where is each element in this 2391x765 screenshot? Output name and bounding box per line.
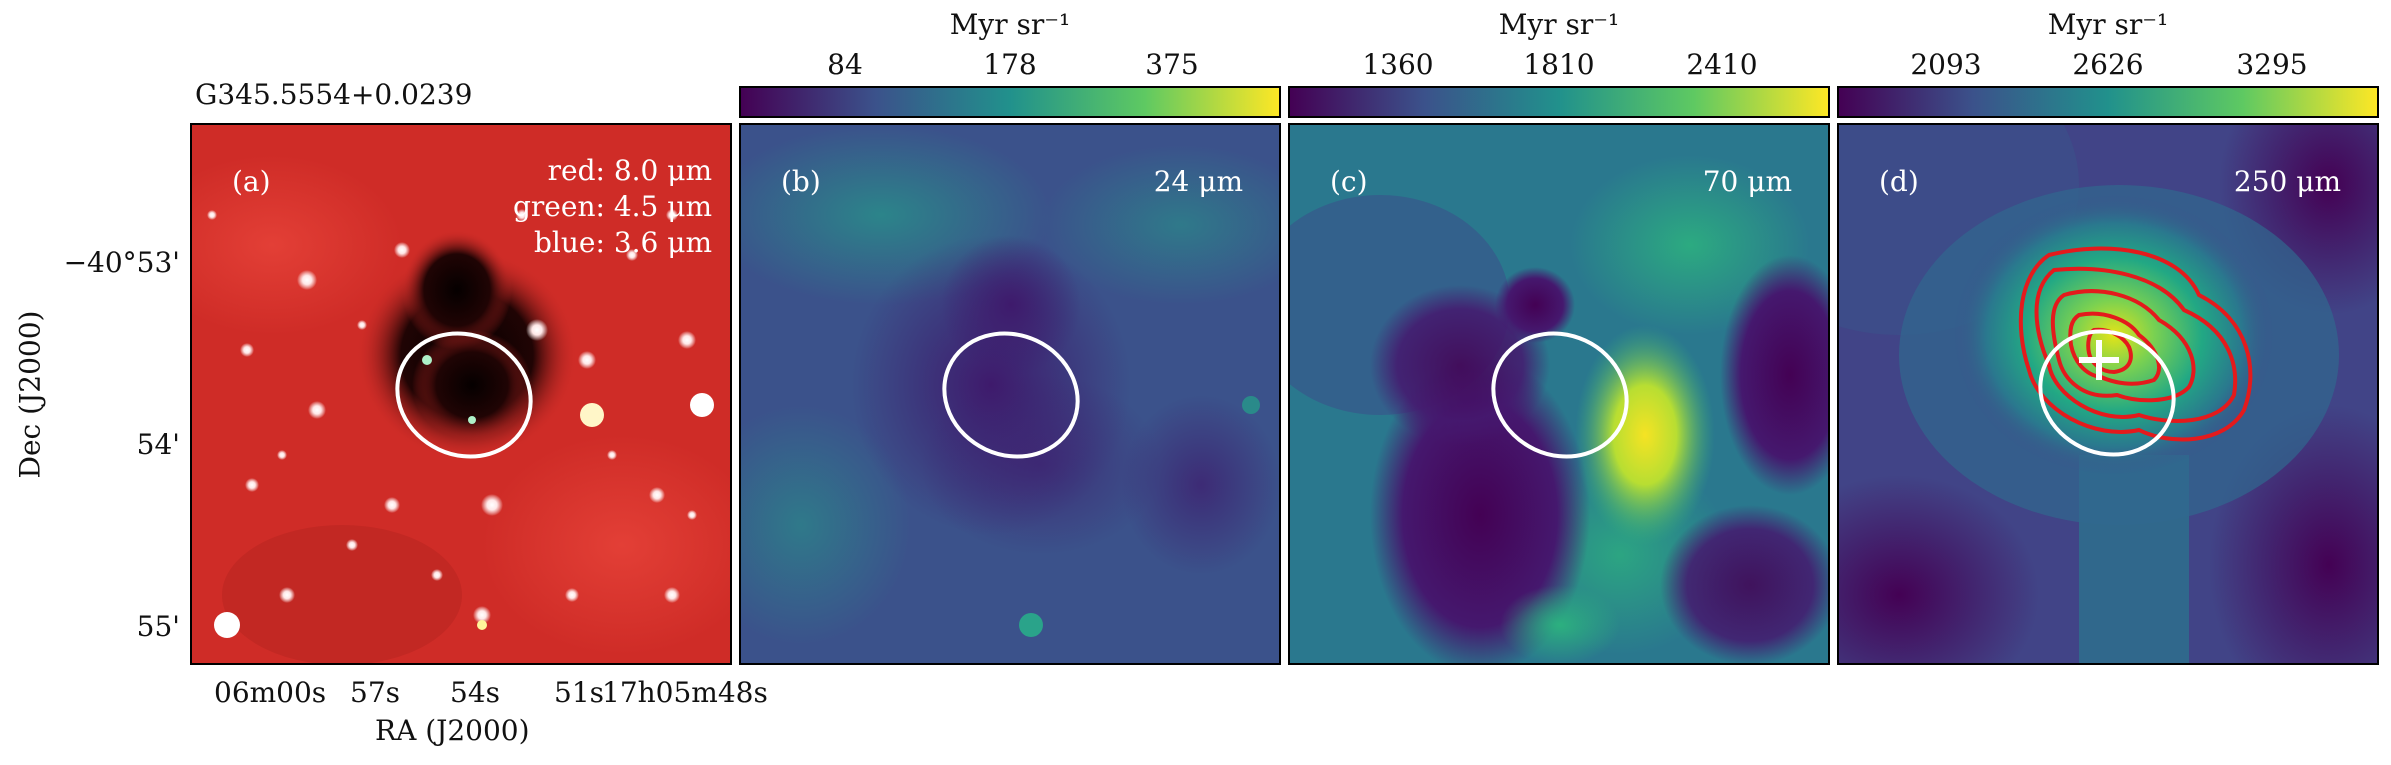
ra-tick-57s: 57s [350, 676, 400, 709]
colorbar-c-unit: Myr sr⁻¹ [1498, 8, 1620, 41]
colorbar-c-tick-2: 1810 [1523, 48, 1595, 81]
colorbar-d-unit: Myr sr⁻¹ [2047, 8, 2169, 41]
dec-tick-55: 55' [136, 610, 180, 643]
source-name: G345.5554+0.0239 [195, 78, 473, 111]
panel-d-250um: (d) 250 μm [1837, 123, 2379, 665]
dec-tick-53: −40°53' [63, 246, 180, 279]
panel-d-tag: (d) [1879, 165, 1919, 198]
legend-red: red: 8.0 μm [547, 154, 712, 187]
panel-b-image [741, 125, 1279, 663]
panel-a-tag: (a) [232, 165, 271, 198]
ra-tick-54s: 54s [450, 676, 500, 709]
panel-b-24um: (b) 24 μm [739, 123, 1281, 665]
colorbar-d [1837, 86, 2379, 118]
legend-green: green: 4.5 μm [513, 190, 712, 223]
colorbar-b-tick-3: 375 [1145, 48, 1199, 81]
colorbar-d-tick-2: 2626 [2072, 48, 2144, 81]
colorbar-c-tick-1: 1360 [1362, 48, 1434, 81]
panel-d-image [1839, 125, 2377, 663]
panel-a-irac-rgb: (a) red: 8.0 μm green: 4.5 μm blue: 3.6 … [190, 123, 732, 665]
panel-c-band: 70 μm [1702, 165, 1792, 198]
dec-tick-54: 54' [136, 428, 180, 461]
colorbar-c-tick-3: 2410 [1686, 48, 1758, 81]
panel-d-band: 250 μm [2233, 165, 2341, 198]
panel-b-band: 24 μm [1153, 165, 1243, 198]
panel-a-image [192, 125, 730, 663]
panel-c-image [1290, 125, 1828, 663]
colorbar-b-tick-2: 178 [983, 48, 1037, 81]
ra-axis-label: RA (J2000) [375, 714, 530, 747]
dec-axis-label: Dec (J2000) [13, 310, 47, 479]
colorbar-d-tick-1: 2093 [1910, 48, 1982, 81]
panel-c-70um: (c) 70 μm [1288, 123, 1830, 665]
colorbar-b [739, 86, 1281, 118]
colorbar-b-tick-1: 84 [827, 48, 863, 81]
panel-b-tag: (b) [781, 165, 821, 198]
panel-a-legend: red: 8.0 μm green: 4.5 μm blue: 3.6 μm [513, 153, 712, 261]
colorbar-b-unit: Myr sr⁻¹ [949, 8, 1071, 41]
panel-c-tag: (c) [1330, 165, 1368, 198]
legend-blue: blue: 3.6 μm [534, 226, 712, 259]
ra-tick-48s: 17h05m48s [602, 676, 768, 709]
ra-tick-06m00s: 06m00s [214, 676, 327, 709]
colorbar-c [1288, 86, 1830, 118]
ra-tick-51s: 51s [554, 676, 604, 709]
colorbar-d-tick-3: 3295 [2236, 48, 2308, 81]
